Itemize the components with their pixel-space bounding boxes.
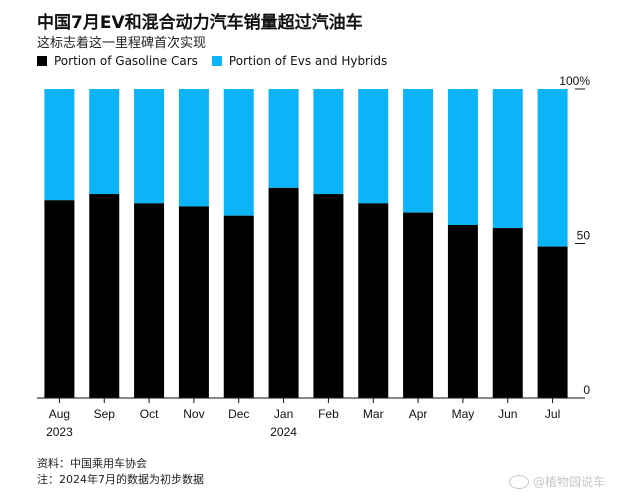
bar-gasoline-aug	[44, 200, 75, 398]
bar-ev-dec	[223, 89, 254, 216]
y-tick-label: 0	[583, 383, 590, 397]
bar-ev-may	[447, 89, 478, 225]
y-tick-label: 50	[577, 229, 591, 243]
footer-note: 注：2024年7月的数据为初步数据	[37, 473, 204, 486]
x-tick-label-feb: Feb	[318, 407, 339, 421]
bar-gasoline-dec	[223, 215, 254, 398]
x-tick-label-dec: Dec	[228, 407, 249, 421]
y-tick-label: 100%	[559, 74, 590, 88]
bar-gasoline-jan	[268, 187, 299, 398]
x-tick-label-sep: Sep	[94, 407, 116, 421]
x-tick-label-mar: Mar	[363, 407, 384, 421]
x-tick-label-oct: Oct	[140, 407, 159, 421]
bar-ev-nov	[178, 89, 209, 207]
bar-ev-oct	[134, 89, 165, 204]
weibo-icon	[508, 474, 529, 489]
bar-gasoline-sep	[89, 194, 120, 398]
footer-source: 资料：中国乘用车协会	[37, 457, 147, 470]
bar-gasoline-oct	[134, 203, 165, 398]
x-tick-label-jun: Jun	[498, 407, 517, 421]
legend-label-ev: Portion of Evs and Hybrids	[228, 54, 388, 68]
legend-swatch-ev	[211, 56, 222, 66]
x-tick-label-jul: Jul	[545, 407, 560, 421]
watermark-text: @植物园说车	[532, 475, 605, 489]
bar-gasoline-jul	[537, 246, 568, 398]
bar-gasoline-jun	[492, 228, 523, 398]
legend-item-gasoline: Portion of Gasoline Cars	[37, 54, 198, 68]
x-tick-label-jan: Jan	[274, 407, 293, 421]
x-tick-label-nov: Nov	[183, 407, 204, 421]
x-tick-label-may: May	[452, 407, 475, 421]
x-year-label: 2023	[46, 425, 73, 439]
x-tick-label-aug: Aug	[49, 407, 70, 421]
bar-ev-apr	[403, 89, 434, 213]
bar-gasoline-may	[447, 224, 478, 398]
watermark: @植物园说车	[508, 473, 605, 490]
chart-title: 中国7月EV和混合动力汽车销量超过汽油车	[37, 13, 363, 33]
bar-ev-feb	[313, 89, 344, 195]
legend-label-gasoline: Portion of Gasoline Cars	[54, 54, 198, 68]
bar-ev-jul	[537, 89, 568, 247]
bar-gasoline-mar	[358, 203, 389, 398]
legend-swatch-gasoline	[37, 56, 47, 66]
bar-ev-sep	[89, 89, 120, 195]
chart-subtitle: 这标志着这一里程碑首次实现	[37, 36, 207, 51]
bar-gasoline-nov	[178, 206, 209, 398]
bar-ev-jun	[492, 89, 523, 229]
chart-legend: Portion of Gasoline Cars Portion of Evs …	[37, 54, 387, 68]
bar-gasoline-apr	[403, 212, 434, 398]
x-year-label: 2024	[270, 425, 297, 439]
bar-ev-mar	[358, 89, 389, 204]
bar-ev-jan	[268, 89, 299, 188]
bar-gasoline-feb	[313, 194, 344, 398]
legend-item-ev: Portion of Evs and Hybrids	[211, 54, 388, 68]
x-tick-label-apr: Apr	[409, 407, 428, 421]
bar-ev-aug	[44, 89, 75, 201]
